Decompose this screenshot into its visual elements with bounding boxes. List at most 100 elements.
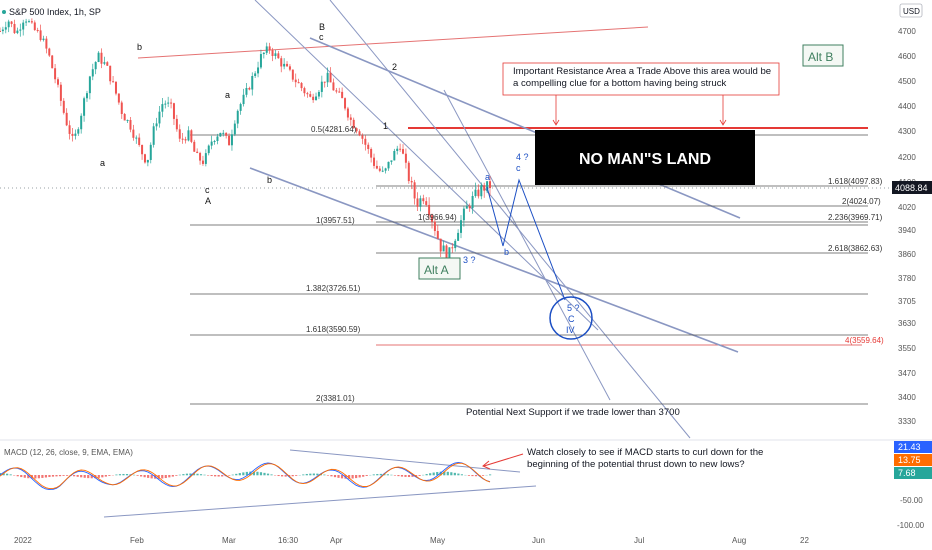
wave-label: A bbox=[205, 196, 211, 206]
macd-histogram-bar bbox=[199, 474, 203, 476]
fib-label: 2(4024.07) bbox=[842, 197, 881, 206]
time-axis-tick: Jun bbox=[532, 536, 545, 545]
macd-histogram-bar bbox=[277, 475, 280, 477]
wave-label: B bbox=[319, 22, 325, 32]
macd-value: 21.43 bbox=[898, 442, 921, 452]
candle-body bbox=[454, 240, 457, 249]
candle-body bbox=[138, 137, 141, 145]
candle-body bbox=[477, 189, 480, 197]
candle-body bbox=[364, 138, 367, 145]
wave-label: 3 ? bbox=[463, 255, 476, 265]
wave-label: 1 bbox=[383, 121, 388, 131]
candle-body bbox=[91, 69, 94, 77]
time-axis-tick: 16:30 bbox=[278, 536, 299, 545]
candle-body bbox=[286, 63, 289, 67]
macd-histogram-bar bbox=[171, 475, 174, 477]
candle-body bbox=[27, 21, 30, 23]
currency-badge[interactable]: USD bbox=[899, 3, 923, 18]
macd-histogram-bar bbox=[80, 475, 83, 478]
candle-body bbox=[288, 66, 291, 70]
last-price-tag: 4088.84 bbox=[892, 181, 932, 194]
candle-body bbox=[187, 130, 190, 141]
macd-histogram-bar bbox=[432, 472, 435, 476]
macd-histogram-bar bbox=[210, 475, 213, 477]
candle-body bbox=[83, 98, 86, 116]
macd-histogram-bar bbox=[44, 475, 48, 478]
candle-body bbox=[146, 159, 149, 163]
candle-body bbox=[161, 104, 164, 112]
candle-body bbox=[94, 61, 97, 70]
candle-body bbox=[39, 30, 42, 40]
candle-body bbox=[312, 96, 315, 101]
candle-body bbox=[170, 102, 173, 104]
macd-histogram-bar bbox=[302, 474, 305, 476]
candle-body bbox=[338, 91, 341, 93]
candle-body bbox=[326, 72, 329, 83]
wave-label: 4 ? bbox=[516, 152, 529, 162]
macd-histogram-bar bbox=[104, 475, 107, 477]
candle-body bbox=[320, 81, 323, 92]
candle-body bbox=[315, 96, 318, 101]
candle-body bbox=[355, 128, 358, 132]
wave-label: a bbox=[100, 158, 105, 168]
candle-body bbox=[30, 21, 33, 23]
macd-histogram-bar bbox=[51, 475, 55, 477]
candle-body bbox=[45, 38, 48, 49]
macd-histogram-bar bbox=[20, 475, 23, 478]
macd-histogram-bar bbox=[27, 475, 30, 479]
candle-body bbox=[486, 181, 489, 191]
candle-body bbox=[349, 117, 352, 120]
fib-label: 2.618(3862.63) bbox=[828, 244, 883, 253]
candle-body bbox=[419, 198, 422, 207]
macd-histogram-bar bbox=[362, 475, 365, 477]
macd-histogram-bar bbox=[358, 475, 361, 478]
candle-body bbox=[178, 129, 181, 139]
candle-body bbox=[309, 94, 312, 97]
candle-body bbox=[97, 52, 100, 62]
macd-histogram-bar bbox=[164, 475, 167, 479]
candle-body bbox=[71, 133, 74, 136]
fib-label: 1.382(3726.51) bbox=[306, 284, 361, 293]
macd-histogram-bar bbox=[161, 475, 164, 479]
upper-red-trendline bbox=[137, 26, 649, 59]
candle-body bbox=[126, 120, 129, 122]
macd-histogram-bar bbox=[62, 475, 65, 476]
macd-histogram-bar bbox=[242, 472, 245, 476]
candle-body bbox=[370, 149, 373, 158]
macd-histogram-bar bbox=[397, 475, 400, 477]
macd-histogram-bar bbox=[393, 475, 397, 476]
candle-body bbox=[25, 21, 28, 23]
wave-label: b bbox=[504, 247, 509, 257]
candle-body bbox=[399, 148, 402, 150]
macd-histogram-bar bbox=[474, 475, 478, 477]
fib-label: 2(3381.01) bbox=[316, 394, 355, 403]
wave-label: a bbox=[225, 90, 230, 100]
macd-histogram-bar bbox=[23, 475, 26, 478]
symbol-legend: S&P 500 Index, 1h, SP bbox=[2, 7, 101, 17]
candle-body bbox=[277, 53, 280, 59]
alt-b-label: Alt B bbox=[808, 50, 833, 64]
fib-label: 1(3957.51) bbox=[316, 216, 355, 225]
candle-body bbox=[228, 135, 231, 146]
resistance-note-text: Important Resistance Area a Trade Above … bbox=[513, 66, 772, 89]
candle-body bbox=[184, 139, 187, 141]
candle-body bbox=[181, 138, 184, 140]
macd-histogram-bar bbox=[407, 475, 411, 478]
macd-histogram-bar bbox=[379, 473, 382, 476]
macd-histogram-bar bbox=[175, 475, 178, 476]
candle-body bbox=[439, 238, 442, 252]
candle-body bbox=[16, 30, 19, 34]
price-axis-tick: 3330 bbox=[898, 417, 916, 426]
wave-label: c bbox=[205, 185, 210, 195]
time-axis-tick: Apr bbox=[330, 536, 343, 545]
candle-body bbox=[251, 76, 254, 90]
macd-histogram-bar bbox=[429, 473, 432, 476]
macd-histogram-bar bbox=[168, 475, 171, 478]
candle-body bbox=[410, 181, 413, 183]
candle-body bbox=[462, 208, 465, 221]
macd-histogram-bar bbox=[125, 474, 129, 476]
macd-histogram-bar bbox=[337, 475, 340, 478]
macd-histogram-bar bbox=[270, 474, 273, 476]
candle-body bbox=[152, 126, 155, 145]
